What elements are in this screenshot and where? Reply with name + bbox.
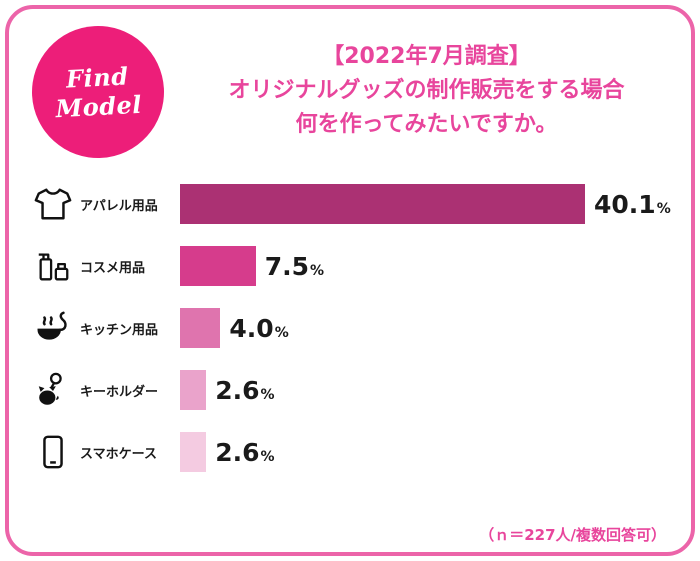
- category-label: キーホルダー: [80, 384, 159, 400]
- bar: [180, 308, 221, 348]
- find-model-logo: Find Model: [28, 22, 168, 162]
- chart-row: キッチン用品 4.0%: [34, 308, 678, 348]
- cosmetics-icon: [34, 247, 80, 285]
- category-label: コスメ用品: [80, 260, 146, 276]
- bar: [180, 432, 207, 472]
- value-label: 40.1%: [594, 189, 671, 219]
- title-line-1: 【2022年7月調査】: [322, 44, 531, 69]
- value-label: 7.5%: [264, 251, 325, 281]
- logo-text: Find Model: [54, 61, 143, 124]
- chart-row: スマホケース 2.6%: [34, 432, 678, 472]
- category-label: アパレル用品: [80, 198, 158, 214]
- value-label: 2.6%: [215, 437, 275, 467]
- title-line-2: オリジナルグッズの制作販売をする場合: [228, 78, 625, 104]
- chart-row: キーホルダー 2.6%: [34, 370, 678, 410]
- value-label: 2.6%: [215, 375, 275, 405]
- bar: [180, 246, 256, 286]
- sample-size-note: （ｎ＝227人/複数回答可）: [479, 526, 666, 544]
- chart-rows: アパレル用品 40.1% コスメ用品 7.5% キッチン用品 4.0% キーホルダー 2.6%…: [34, 184, 678, 494]
- ladle-icon: [34, 309, 80, 347]
- smartphone-icon: [34, 433, 80, 471]
- keychain-icon: [34, 371, 80, 409]
- tshirt-icon: [34, 185, 80, 223]
- bar: [180, 184, 585, 224]
- survey-title: 【2022年7月調査】 オリジナルグッズの制作販売をする場合 何を作ってみたいで…: [175, 40, 678, 142]
- category-label: キッチン用品: [80, 322, 159, 338]
- chart-row: コスメ用品 7.5%: [34, 246, 678, 286]
- category-label: スマホケース: [80, 446, 157, 462]
- bar: [180, 370, 207, 410]
- title-line-3: 何を作ってみたいですか。: [295, 112, 558, 138]
- value-label: 4.0%: [229, 313, 289, 343]
- chart-row: アパレル用品 40.1%: [34, 184, 678, 224]
